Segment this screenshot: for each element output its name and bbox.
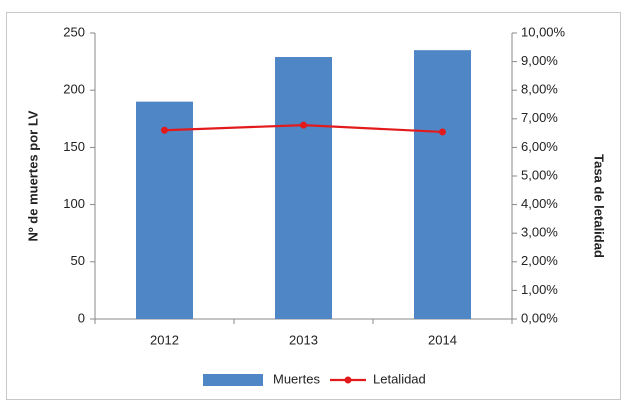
x-tick-label: 2014 <box>428 332 457 347</box>
bar <box>275 57 332 320</box>
y2-axis-title: Tasa de letalidad <box>592 154 607 258</box>
y2-tick-label: 0,00% <box>521 310 558 325</box>
legend-label: Letalidad <box>373 371 426 386</box>
y2-tick-label: 2,00% <box>521 253 558 268</box>
line-point <box>439 128 446 136</box>
y2-tick-label: 7,00% <box>521 110 558 125</box>
line-point <box>161 126 168 134</box>
line-point <box>300 121 307 129</box>
y2-tick-label: 1,00% <box>521 282 558 297</box>
y2-tick-label: 10,00% <box>521 24 566 39</box>
legend-swatch <box>203 374 263 386</box>
x-tick-label: 2013 <box>289 332 318 347</box>
y2-tick-label: 8,00% <box>521 82 558 97</box>
y-tick-label: 150 <box>63 139 85 154</box>
bar <box>414 50 471 319</box>
legend-label: Muertes <box>273 371 320 386</box>
y2-tick-label: 5,00% <box>521 167 558 182</box>
y2-tick-label: 3,00% <box>521 225 558 240</box>
y-tick-label: 200 <box>63 82 85 97</box>
bar <box>136 101 193 319</box>
y-tick-label: 100 <box>63 196 85 211</box>
x-tick-label: 2012 <box>150 332 179 347</box>
y2-tick-label: 4,00% <box>521 196 558 211</box>
y-tick-label: 0 <box>78 310 85 325</box>
y2-tick-label: 6,00% <box>521 139 558 154</box>
legend-swatch-point <box>344 376 352 384</box>
y-tick-label: 250 <box>63 24 85 39</box>
y2-tick-label: 9,00% <box>521 53 558 68</box>
y-axis-title: Nº de muertes por LV <box>25 110 40 241</box>
y-tick-label: 50 <box>71 253 85 268</box>
